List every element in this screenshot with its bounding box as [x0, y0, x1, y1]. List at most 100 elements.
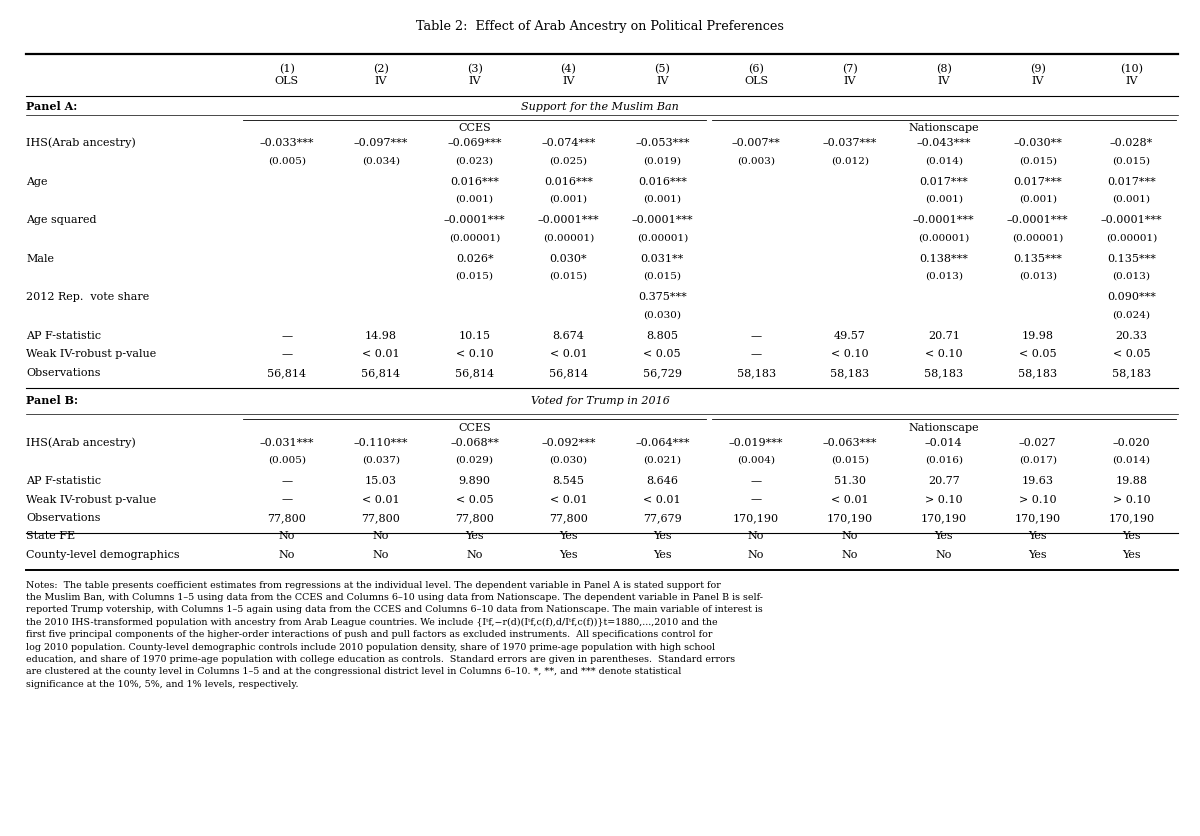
- Text: –0.0001***: –0.0001***: [1007, 215, 1068, 225]
- Text: State FE: State FE: [26, 531, 76, 541]
- Text: 56,814: 56,814: [455, 367, 494, 377]
- Text: (0.034): (0.034): [361, 156, 400, 165]
- Text: –0.037***: –0.037***: [823, 138, 877, 148]
- Text: 2012 Rep.  vote share: 2012 Rep. vote share: [26, 292, 150, 302]
- Text: 19.63: 19.63: [1021, 476, 1054, 486]
- Text: –0.068**: –0.068**: [450, 437, 499, 447]
- Text: No: No: [372, 531, 389, 541]
- Text: IV: IV: [1031, 75, 1044, 85]
- Text: Table 2:  Effect of Arab Ancestry on Political Preferences: Table 2: Effect of Arab Ancestry on Poli…: [416, 20, 784, 33]
- Text: —: —: [750, 494, 762, 504]
- Text: (0.001): (0.001): [1019, 195, 1057, 203]
- Text: –0.014: –0.014: [925, 437, 962, 447]
- Text: (0.001): (0.001): [456, 195, 493, 203]
- Text: —: —: [750, 476, 762, 486]
- Text: 170,190: 170,190: [1014, 512, 1061, 522]
- Text: 51.30: 51.30: [834, 476, 866, 486]
- Text: Nationscape: Nationscape: [908, 422, 979, 432]
- Text: (0.013): (0.013): [925, 272, 962, 280]
- Text: –0.069***: –0.069***: [448, 138, 502, 148]
- Text: the Muslim Ban, with Columns 1–5 using data from the CCES and Columns 6–10 using: the Muslim Ban, with Columns 1–5 using d…: [26, 593, 763, 601]
- Text: Nationscape: Nationscape: [908, 123, 979, 133]
- Text: No: No: [841, 531, 858, 541]
- Text: Age: Age: [26, 176, 48, 186]
- Text: (3): (3): [467, 64, 482, 74]
- Text: AP F-statistic: AP F-statistic: [26, 476, 102, 486]
- Text: (0.037): (0.037): [361, 455, 400, 464]
- Text: Yes: Yes: [653, 531, 672, 541]
- Text: 56,814: 56,814: [361, 367, 401, 377]
- Text: < 0.10: < 0.10: [456, 349, 493, 359]
- Text: (9): (9): [1030, 64, 1045, 74]
- Text: Notes:  The table presents coefficient estimates from regressions at the individ: Notes: The table presents coefficient es…: [26, 580, 721, 589]
- Text: (0.003): (0.003): [737, 156, 775, 165]
- Text: 0.135***: 0.135***: [1108, 253, 1156, 263]
- Text: < 0.05: < 0.05: [643, 349, 682, 359]
- Text: (0.00001): (0.00001): [918, 233, 970, 242]
- Text: (0.014): (0.014): [925, 156, 962, 165]
- Text: significance at the 10%, 5%, and 1% levels, respectively.: significance at the 10%, 5%, and 1% leve…: [26, 679, 299, 688]
- Text: Observations: Observations: [26, 367, 101, 377]
- Text: are clustered at the county level in Columns 1–5 and at the congressional distri: are clustered at the county level in Col…: [26, 666, 682, 675]
- Text: –0.031***: –0.031***: [259, 437, 314, 447]
- Text: (0.021): (0.021): [643, 455, 682, 464]
- Text: 9.890: 9.890: [458, 476, 491, 486]
- Text: IV: IV: [468, 75, 481, 85]
- Text: (0.00001): (0.00001): [1012, 233, 1063, 242]
- Text: –0.074***: –0.074***: [541, 138, 595, 148]
- Text: 77,800: 77,800: [550, 512, 588, 522]
- Text: Weak IV-robust p-value: Weak IV-robust p-value: [26, 494, 157, 504]
- Text: (7): (7): [842, 64, 858, 74]
- Text: (0.00001): (0.00001): [542, 233, 594, 242]
- Text: 56,729: 56,729: [643, 367, 682, 377]
- Text: 0.017***: 0.017***: [919, 176, 968, 186]
- Text: OLS: OLS: [275, 75, 299, 85]
- Text: Voted for Trump in 2016: Voted for Trump in 2016: [530, 395, 670, 405]
- Text: –0.092***: –0.092***: [541, 437, 595, 447]
- Text: < 0.01: < 0.01: [362, 349, 400, 359]
- Text: 58,183: 58,183: [1112, 367, 1151, 377]
- Text: Support for the Muslim Ban: Support for the Muslim Ban: [521, 102, 679, 112]
- Text: < 0.01: < 0.01: [550, 349, 587, 359]
- Text: IV: IV: [656, 75, 668, 85]
- Text: 0.090***: 0.090***: [1108, 292, 1156, 302]
- Text: (0.014): (0.014): [1112, 455, 1151, 464]
- Text: –0.0001***: –0.0001***: [913, 215, 974, 225]
- Text: (0.023): (0.023): [456, 156, 493, 165]
- Text: 0.016***: 0.016***: [450, 176, 499, 186]
- Text: –0.043***: –0.043***: [917, 138, 971, 148]
- Text: 0.375***: 0.375***: [638, 292, 686, 302]
- Text: —: —: [281, 349, 293, 359]
- Text: education, and share of 1970 prime-age population with college education as cont: education, and share of 1970 prime-age p…: [26, 655, 736, 663]
- Text: IV: IV: [562, 75, 575, 85]
- Text: IV: IV: [374, 75, 388, 85]
- Text: Yes: Yes: [653, 549, 672, 559]
- Text: 58,183: 58,183: [924, 367, 964, 377]
- Text: (10): (10): [1120, 64, 1142, 74]
- Text: (0.00001): (0.00001): [637, 233, 688, 242]
- Text: –0.0001***: –0.0001***: [538, 215, 599, 225]
- Text: —: —: [750, 330, 762, 340]
- Text: –0.0001***: –0.0001***: [444, 215, 505, 225]
- Text: > 0.10: > 0.10: [1019, 494, 1056, 504]
- Text: 20.71: 20.71: [928, 330, 960, 340]
- Text: (0.015): (0.015): [1019, 156, 1057, 165]
- Text: –0.0001***: –0.0001***: [631, 215, 694, 225]
- Text: IHS(Arab ancestry): IHS(Arab ancestry): [26, 436, 136, 447]
- Text: IV: IV: [844, 75, 857, 85]
- Text: (0.004): (0.004): [737, 455, 775, 464]
- Text: No: No: [841, 549, 858, 559]
- Text: 0.017***: 0.017***: [1013, 176, 1062, 186]
- Text: (0.00001): (0.00001): [449, 233, 500, 242]
- Text: No: No: [467, 549, 482, 559]
- Text: 170,190: 170,190: [1109, 512, 1154, 522]
- Text: Yes: Yes: [559, 549, 577, 559]
- Text: 170,190: 170,190: [827, 512, 874, 522]
- Text: < 0.01: < 0.01: [362, 494, 400, 504]
- Text: 0.138***: 0.138***: [919, 253, 968, 263]
- Text: 19.98: 19.98: [1021, 330, 1054, 340]
- Text: 20.77: 20.77: [928, 476, 960, 486]
- Text: 58,183: 58,183: [830, 367, 870, 377]
- Text: (0.001): (0.001): [1112, 195, 1151, 203]
- Text: Panel A:: Panel A:: [26, 101, 78, 112]
